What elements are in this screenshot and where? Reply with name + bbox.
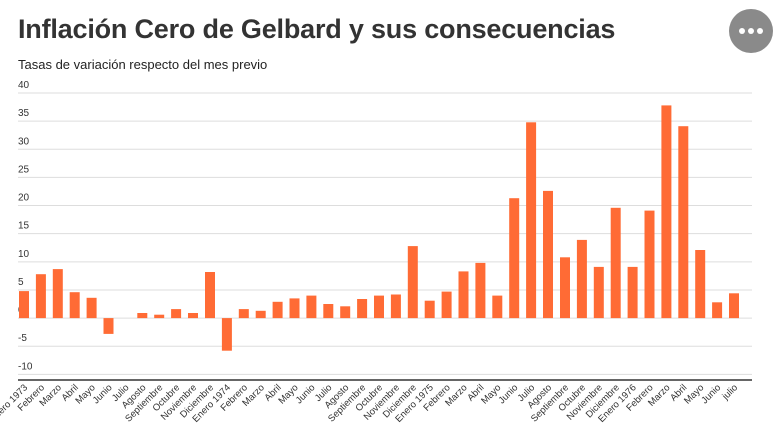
- bar: [154, 314, 165, 319]
- bar: [357, 299, 368, 319]
- bar: [205, 272, 215, 319]
- y-tick-label: -10: [18, 361, 33, 372]
- bar: [678, 126, 689, 319]
- y-tick-label: 25: [18, 164, 30, 175]
- bar: [171, 309, 182, 319]
- y-tick-label: 30: [18, 136, 30, 147]
- bar: [661, 105, 672, 319]
- bar: [593, 266, 604, 319]
- bar: [306, 295, 317, 319]
- y-tick-label: 15: [18, 221, 30, 232]
- x-tick-label: julio: [720, 382, 740, 402]
- bar: [644, 210, 655, 319]
- bar: [289, 298, 300, 319]
- bar: [69, 292, 80, 319]
- bar: [323, 304, 334, 319]
- bar: [729, 293, 739, 319]
- chart-title: Inflación Cero de Gelbard y sus consecue…: [18, 14, 616, 44]
- bar: [238, 309, 249, 319]
- bar: [52, 269, 63, 319]
- more-horizontal-icon: [739, 28, 745, 34]
- bar: [19, 291, 29, 319]
- chart-subtitle: Tasas de variación respecto del mes prev…: [18, 57, 268, 72]
- bar: [712, 302, 723, 319]
- bar: [543, 190, 553, 319]
- bar: [137, 313, 148, 319]
- bar: [441, 291, 452, 318]
- bar: [424, 300, 435, 319]
- bar: [221, 318, 232, 351]
- bar: [475, 262, 486, 318]
- y-tick-label: 20: [18, 193, 30, 204]
- more-horizontal-icon: [748, 28, 754, 34]
- bar: [188, 313, 198, 319]
- bar: [374, 295, 384, 319]
- more-horizontal-icon: [757, 28, 763, 34]
- y-tick-label: 40: [18, 80, 30, 91]
- bar: [272, 301, 283, 319]
- bar: [340, 306, 351, 319]
- bar: [407, 246, 418, 319]
- bar: [576, 239, 587, 319]
- bar: [35, 274, 46, 319]
- bar: [390, 294, 401, 319]
- bar: [86, 297, 97, 319]
- bar: [255, 310, 266, 319]
- bar: [560, 257, 570, 319]
- y-tick-label: 35: [18, 108, 30, 119]
- bar: [509, 198, 520, 319]
- bar: [458, 271, 469, 319]
- bar: [627, 266, 638, 319]
- y-tick-label: 5: [18, 277, 24, 288]
- y-tick-label: -5: [18, 333, 27, 344]
- bar: [526, 122, 537, 319]
- y-tick-label: 10: [18, 249, 30, 260]
- bar: [610, 207, 621, 319]
- more-options-button[interactable]: [729, 9, 773, 53]
- bar: [695, 250, 706, 319]
- bar: [103, 318, 114, 334]
- bar: [492, 295, 503, 319]
